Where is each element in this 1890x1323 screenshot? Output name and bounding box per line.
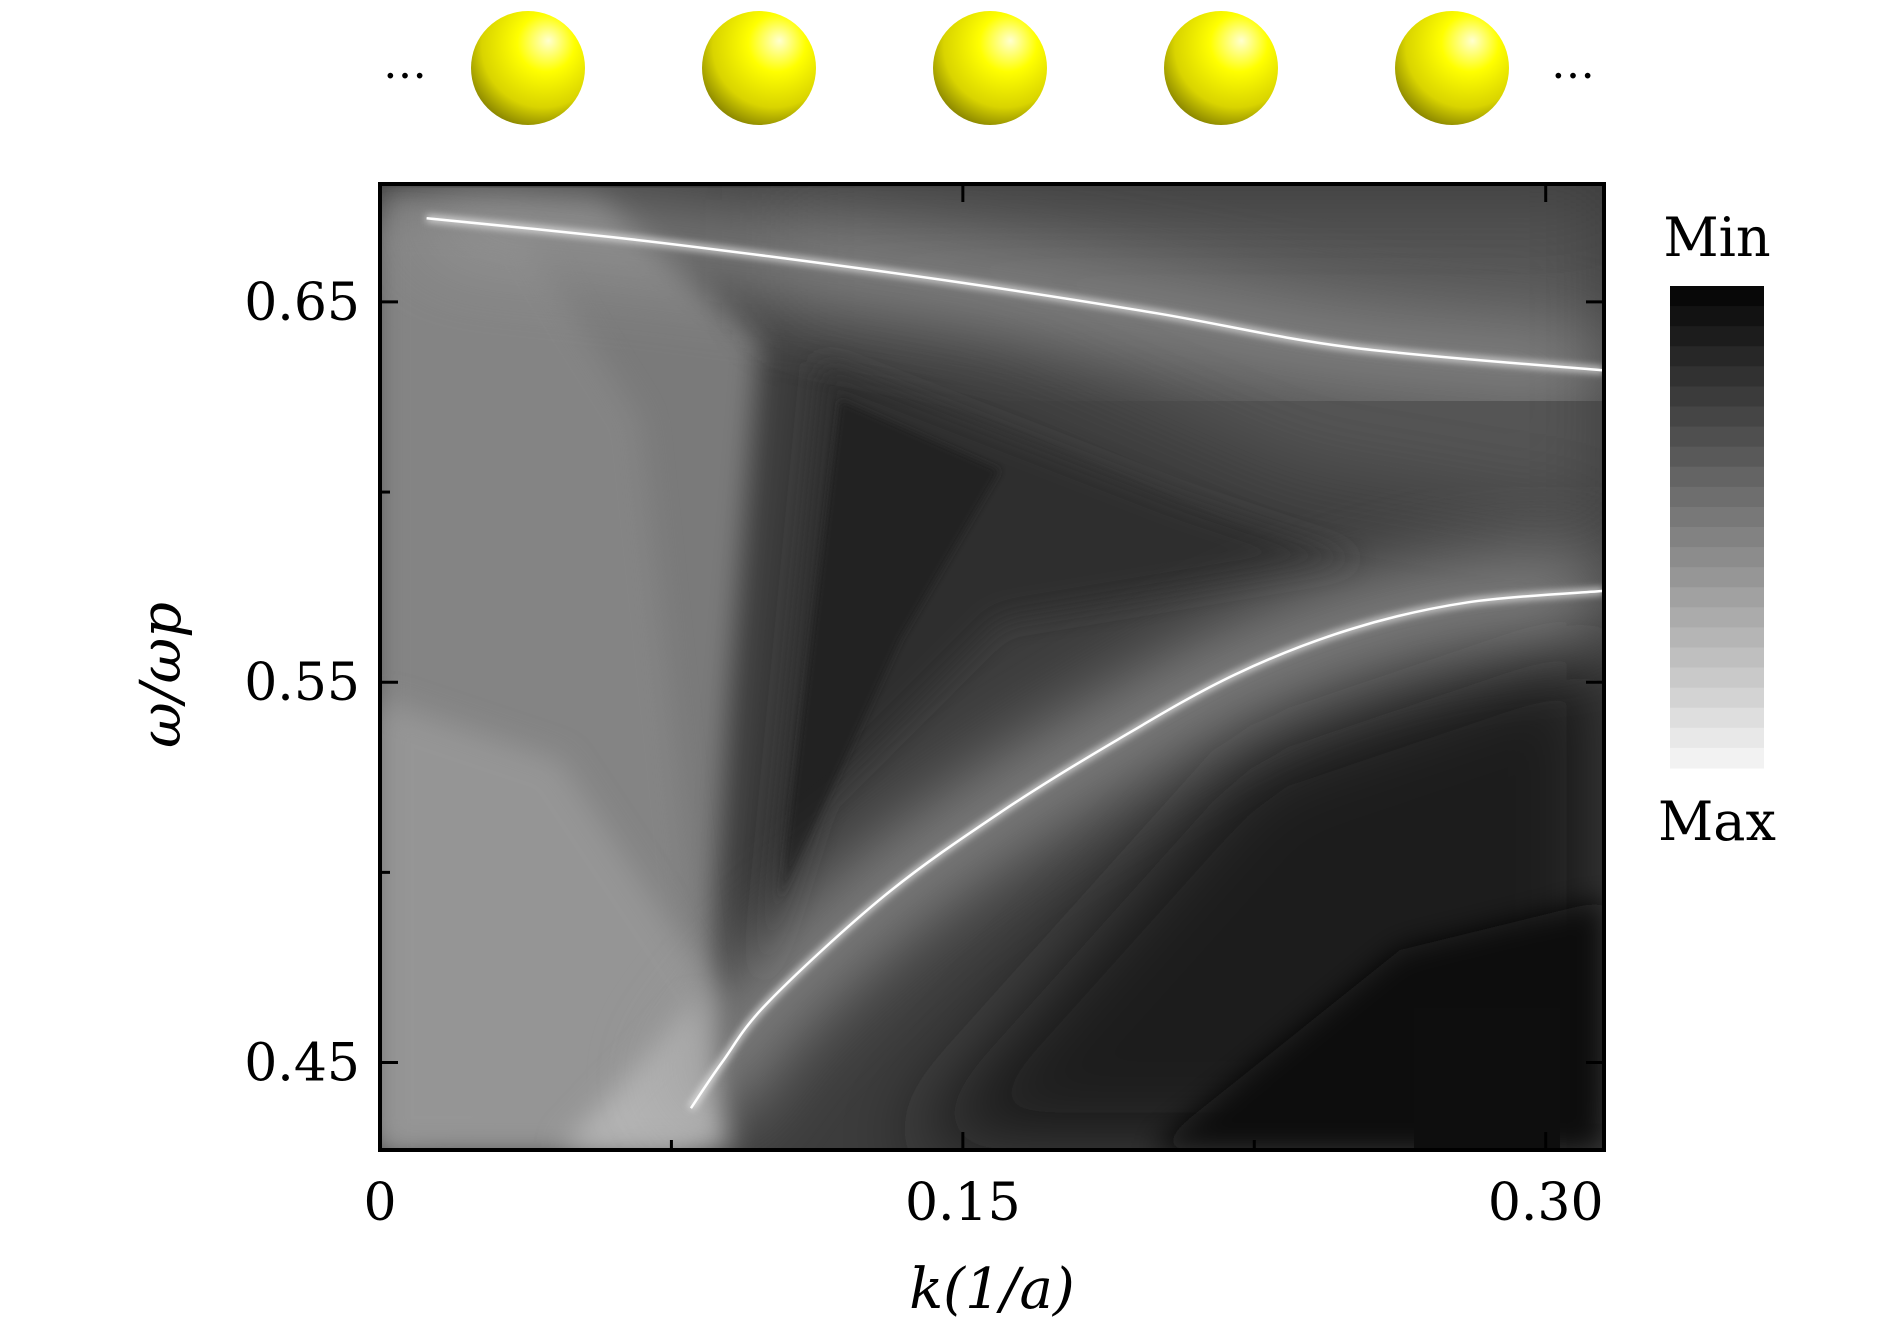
colorbar-step-2 — [1670, 326, 1764, 347]
colorbar-step-17 — [1670, 627, 1764, 648]
colorbar-step-23 — [1670, 747, 1764, 769]
x-tick-label-0: 0 — [363, 1173, 396, 1233]
x-tick-label-2: 0.30 — [1488, 1173, 1604, 1233]
colorbar-step-22 — [1670, 727, 1764, 749]
colorbar-step-5 — [1670, 386, 1764, 407]
x-axis-title: k(1/a) — [909, 1257, 1075, 1322]
particle-chain: … … — [383, 11, 1595, 125]
colorbar-step-3 — [1670, 346, 1764, 367]
ellipsis-left: … — [383, 38, 427, 89]
colorbar-step-15 — [1670, 587, 1764, 608]
sphere-5 — [1395, 11, 1509, 125]
sphere-1 — [471, 11, 585, 125]
sphere-4 — [1164, 11, 1278, 125]
ellipsis-right: … — [1551, 38, 1595, 89]
colorbar-step-0 — [1670, 286, 1764, 307]
x-axis-ticks: 0 0.15 0.30 — [363, 184, 1604, 1233]
colorbar-step-8 — [1670, 446, 1764, 468]
y-tick-label-2: 0.65 — [244, 273, 360, 333]
sphere-3 — [933, 11, 1047, 125]
colorbar-step-7 — [1670, 426, 1764, 448]
colorbar-step-9 — [1670, 466, 1764, 488]
upper-band-core — [426, 216, 1604, 372]
colorbar-step-20 — [1670, 687, 1764, 709]
lower-band-core — [689, 589, 1604, 1109]
y-tick-label-1: 0.55 — [244, 653, 360, 713]
colorbar-step-16 — [1670, 607, 1764, 628]
colorbar-step-18 — [1670, 647, 1764, 669]
sphere-2 — [702, 11, 816, 125]
y-axis-title: ω/ωp — [129, 602, 194, 748]
colorbar-step-10 — [1670, 486, 1764, 508]
colorbar-bottom-label: Max — [1658, 790, 1776, 853]
colorbar-step-14 — [1670, 567, 1764, 588]
colorbar-step-6 — [1670, 406, 1764, 428]
heatmap — [380, 184, 1604, 1150]
colorbar: Min Max — [1658, 206, 1776, 853]
colorbar-step-11 — [1670, 506, 1764, 528]
x-tick-label-1: 0.15 — [905, 1173, 1021, 1233]
colorbar-step-13 — [1670, 547, 1764, 568]
y-axis-ticks: 0.45 0.55 0.65 — [244, 273, 1604, 1094]
y-tick-label-0: 0.45 — [244, 1034, 360, 1094]
colorbar-step-1 — [1670, 306, 1764, 327]
colorbar-step-4 — [1670, 366, 1764, 387]
colorbar-top-label: Min — [1663, 206, 1770, 269]
colorbar-step-21 — [1670, 707, 1764, 729]
colorbar-step-12 — [1670, 527, 1764, 548]
plot-frame — [378, 182, 1606, 1152]
colorbar-step-19 — [1670, 667, 1764, 689]
